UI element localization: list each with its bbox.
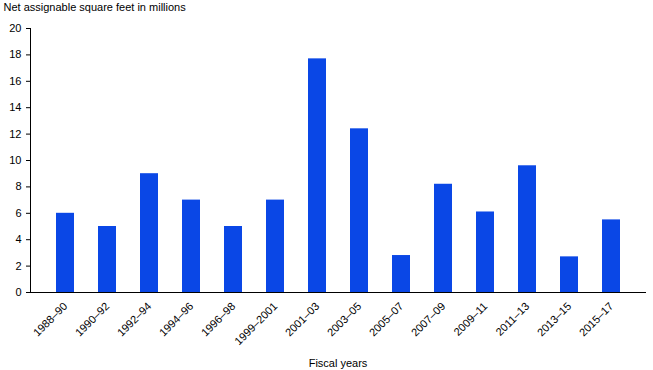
svg-text:2007–09: 2007–09 xyxy=(409,300,448,339)
svg-text:1988–90: 1988–90 xyxy=(31,300,70,339)
svg-text:2009–11: 2009–11 xyxy=(451,300,489,338)
svg-text:6: 6 xyxy=(15,207,21,219)
svg-text:1992–94: 1992–94 xyxy=(115,300,154,339)
svg-text:14: 14 xyxy=(9,101,21,113)
svg-text:2013–15: 2013–15 xyxy=(535,300,574,339)
svg-text:12: 12 xyxy=(9,128,21,140)
svg-text:20: 20 xyxy=(9,22,21,34)
svg-text:1999–2001: 1999–2001 xyxy=(232,300,279,347)
svg-text:16: 16 xyxy=(9,75,21,87)
svg-text:1996–98: 1996–98 xyxy=(199,300,238,339)
svg-text:Fiscal years: Fiscal years xyxy=(309,357,368,369)
svg-text:Net assignable square feet in: Net assignable square feet in millions xyxy=(4,1,187,13)
svg-text:2001–03: 2001–03 xyxy=(283,300,322,339)
svg-text:2011–13: 2011–13 xyxy=(493,300,531,338)
svg-text:1994–96: 1994–96 xyxy=(157,300,196,339)
svg-text:0: 0 xyxy=(15,286,21,298)
svg-text:2: 2 xyxy=(15,260,21,272)
svg-text:2005–07: 2005–07 xyxy=(367,300,406,339)
svg-text:10: 10 xyxy=(9,154,21,166)
svg-text:8: 8 xyxy=(15,180,21,192)
svg-text:2015–17: 2015–17 xyxy=(577,300,616,339)
svg-text:18: 18 xyxy=(9,48,21,60)
svg-text:2003–05: 2003–05 xyxy=(325,300,364,339)
svg-text:1990–92: 1990–92 xyxy=(73,300,112,339)
svg-text:4: 4 xyxy=(15,233,21,245)
